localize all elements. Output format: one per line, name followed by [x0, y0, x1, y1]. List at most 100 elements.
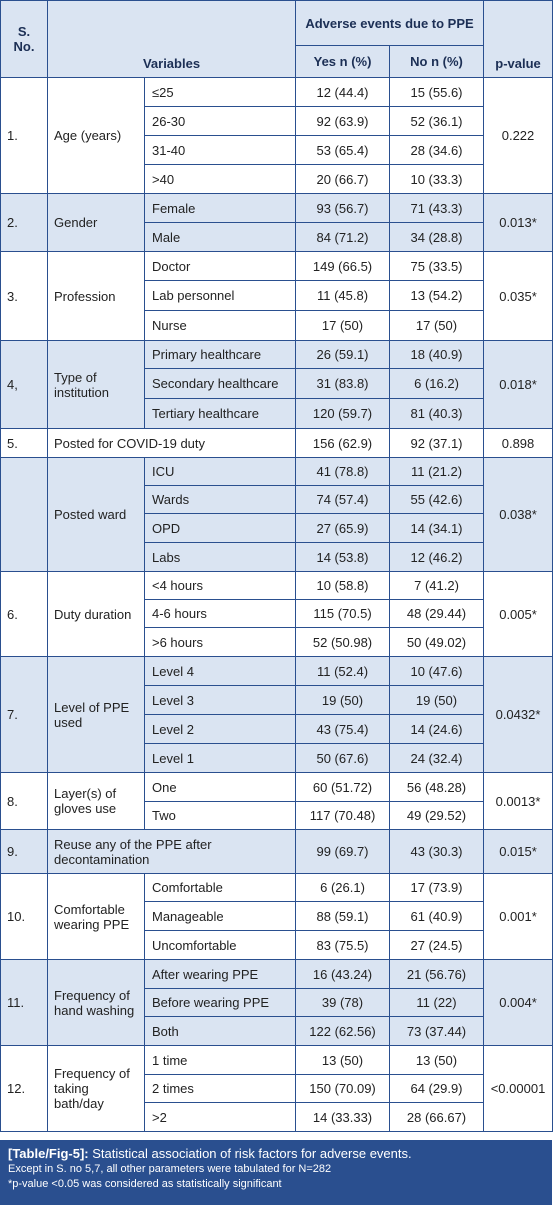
- row-sno: 7.: [0, 656, 48, 773]
- table-row: Before wearing PPE 39 (78) 11 (22): [1, 988, 553, 1017]
- table-row: 5. Posted for COVID-19 duty 156 (62.9) 92 (…: [0, 428, 554, 458]
- table-row: Male 84 (71.2) 34 (28.8): [1, 222, 553, 252]
- no-value: 19 (50): [389, 685, 485, 715]
- subcategory: Both: [143, 1016, 297, 1046]
- header-pvalue: p-value: [483, 0, 554, 78]
- p-value: 0.018*: [483, 340, 554, 429]
- row-sno: 12.: [0, 1045, 48, 1132]
- no-value: 28 (66.67): [389, 1102, 485, 1132]
- row-sno: 5.: [0, 428, 48, 458]
- subcategory: Comfortable: [143, 873, 297, 902]
- subcategory: >6 hours: [143, 627, 297, 657]
- table-row: Nurse 17 (50) 17 (50): [1, 310, 553, 341]
- yes-value: 20 (66.7): [295, 164, 391, 194]
- row-sno: 2.: [0, 193, 48, 252]
- row-sno: 6.: [0, 571, 48, 657]
- p-value: 0.035*: [483, 251, 554, 341]
- yes-value: 16 (43.24): [295, 959, 391, 989]
- yes-value: 43 (75.4): [295, 714, 391, 744]
- table-row: 9. Reuse any of the PPE after decontamina…: [0, 829, 554, 874]
- subcategory: Level 2: [143, 714, 297, 744]
- table-row: >2 14 (33.33) 28 (66.67): [1, 1102, 553, 1132]
- caption-note-significance: *p-value <0.05 was considered as statist…: [8, 1178, 282, 1190]
- subcategory: 26-30: [143, 106, 297, 136]
- table-row: Manageable 88 (59.1) 61 (40.9): [1, 901, 553, 931]
- no-value: 24 (32.4): [389, 743, 485, 773]
- p-value: <0.00001: [483, 1045, 554, 1132]
- yes-value: 39 (78): [295, 988, 391, 1017]
- subcategory: Lab personnel: [143, 280, 297, 311]
- no-value: 11 (22): [389, 988, 485, 1017]
- yes-value: 60 (51.72): [295, 772, 391, 802]
- yes-value: 50 (67.6): [295, 743, 391, 773]
- subcategory: After wearing PPE: [143, 959, 297, 989]
- no-value: 71 (43.3): [389, 193, 485, 223]
- subcategory: Labs: [143, 542, 297, 572]
- row-sno: 4,: [0, 340, 48, 429]
- table-row: >6 hours 52 (50.98) 50 (49.02): [1, 627, 553, 657]
- table-header: S. No. Variables Adverse events due to P…: [0, 0, 554, 78]
- yes-value: 53 (65.4): [295, 135, 391, 165]
- yes-value: 92 (63.9): [295, 106, 391, 136]
- table-row: 12. Frequency of taking bath/day 1 time 13 …: [0, 1045, 554, 1132]
- subcategory: ICU: [143, 457, 297, 486]
- subcategory: Nurse: [143, 310, 297, 341]
- subcategory: One: [143, 772, 297, 802]
- no-value: 21 (56.76): [389, 959, 485, 989]
- yes-value: 115 (70.5): [295, 599, 391, 628]
- yes-value: 83 (75.5): [295, 930, 391, 960]
- no-value: 92 (37.1): [389, 428, 485, 458]
- table-row: 1. Age (years) ≤25 12 (44.4) 15 (55.6) 0.222: [0, 77, 554, 194]
- variable-name: Frequency of hand washing: [47, 959, 145, 1046]
- header-sno: S. No.: [0, 0, 48, 78]
- yes-value: 84 (71.2): [295, 222, 391, 252]
- no-value: 64 (29.9): [389, 1074, 485, 1103]
- table-row: 3. Profession Doctor 149 (66.5) 75 (33.5) 0.0…: [0, 251, 554, 341]
- table-row: 2. Gender Female 93 (56.7) 71 (43.3) 0.013*: [0, 193, 554, 252]
- subcategory: ≤25: [143, 77, 297, 107]
- yes-value: 19 (50): [295, 685, 391, 715]
- no-value: 48 (29.44): [389, 599, 485, 628]
- variable-name: Layer(s) of gloves use: [47, 772, 145, 830]
- yes-value: 14 (53.8): [295, 542, 391, 572]
- yes-value: 117 (70.48): [295, 801, 391, 830]
- yes-value: 93 (56.7): [295, 193, 391, 223]
- no-value: 18 (40.9): [389, 340, 485, 369]
- table-row: OPD 27 (65.9) 14 (34.1): [1, 513, 553, 543]
- row-sno: 8.: [0, 772, 48, 830]
- no-value: 12 (46.2): [389, 542, 485, 572]
- subcategory: Secondary healthcare: [143, 368, 297, 399]
- p-value: 0.222: [483, 77, 554, 194]
- risk-factor-table: S. No. Variables Adverse events due to P…: [0, 0, 554, 1132]
- p-value: 0.0432*: [483, 656, 554, 773]
- table-row: Wards 74 (57.4) 55 (42.6): [1, 485, 553, 514]
- yes-value: 150 (70.09): [295, 1074, 391, 1103]
- subcategory: 4-6 hours: [143, 599, 297, 628]
- variable-name: Profession: [47, 251, 145, 341]
- subcategory: Before wearing PPE: [143, 988, 297, 1017]
- no-value: 73 (37.44): [389, 1016, 485, 1046]
- no-value: 17 (50): [389, 310, 485, 341]
- no-value: 49 (29.52): [389, 801, 485, 830]
- p-value: 0.0013*: [483, 772, 554, 830]
- no-value: 7 (41.2): [389, 571, 485, 600]
- yes-value: 12 (44.4): [295, 77, 391, 107]
- subcategory: <4 hours: [143, 571, 297, 600]
- subcategory: OPD: [143, 513, 297, 543]
- variable-name: Posted for COVID-19 duty: [46, 428, 297, 458]
- yes-value: 6 (26.1): [295, 873, 391, 902]
- subcategory: Primary healthcare: [143, 340, 297, 369]
- table-row: 2 times 150 (70.09) 64 (29.9): [1, 1074, 553, 1103]
- table-row: 6. Duty duration <4 hours 10 (58.8) 7 (41.2)…: [0, 571, 554, 657]
- table-row: >40 20 (66.7) 10 (33.3): [1, 164, 553, 194]
- variable-name: Type of institution: [47, 340, 145, 429]
- yes-value: 10 (58.8): [295, 571, 391, 600]
- no-value: 75 (33.5): [389, 251, 485, 281]
- no-value: 55 (42.6): [389, 485, 485, 514]
- header-variables: Variables: [46, 0, 297, 78]
- subcategory: Manageable: [143, 901, 297, 931]
- header-adverse-events: Adverse events due to PPE: [295, 0, 485, 46]
- table-row: 7. Level of PPE used Level 4 11 (52.4) 10 (4…: [0, 656, 554, 773]
- yes-value: 52 (50.98): [295, 627, 391, 657]
- table-body: 1. Age (years) ≤25 12 (44.4) 15 (55.6) 0.222 2…: [0, 77, 554, 1132]
